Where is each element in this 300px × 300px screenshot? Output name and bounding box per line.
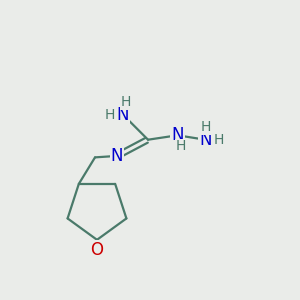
Text: H: H [121, 95, 131, 109]
Text: H: H [214, 133, 224, 147]
Text: N: N [171, 126, 184, 144]
Text: H: H [200, 120, 211, 134]
Text: N: N [117, 106, 129, 124]
Text: N: N [199, 131, 212, 149]
Text: N: N [111, 147, 123, 165]
Text: O: O [91, 241, 103, 259]
Text: H: H [175, 140, 186, 154]
Text: H: H [105, 108, 115, 122]
